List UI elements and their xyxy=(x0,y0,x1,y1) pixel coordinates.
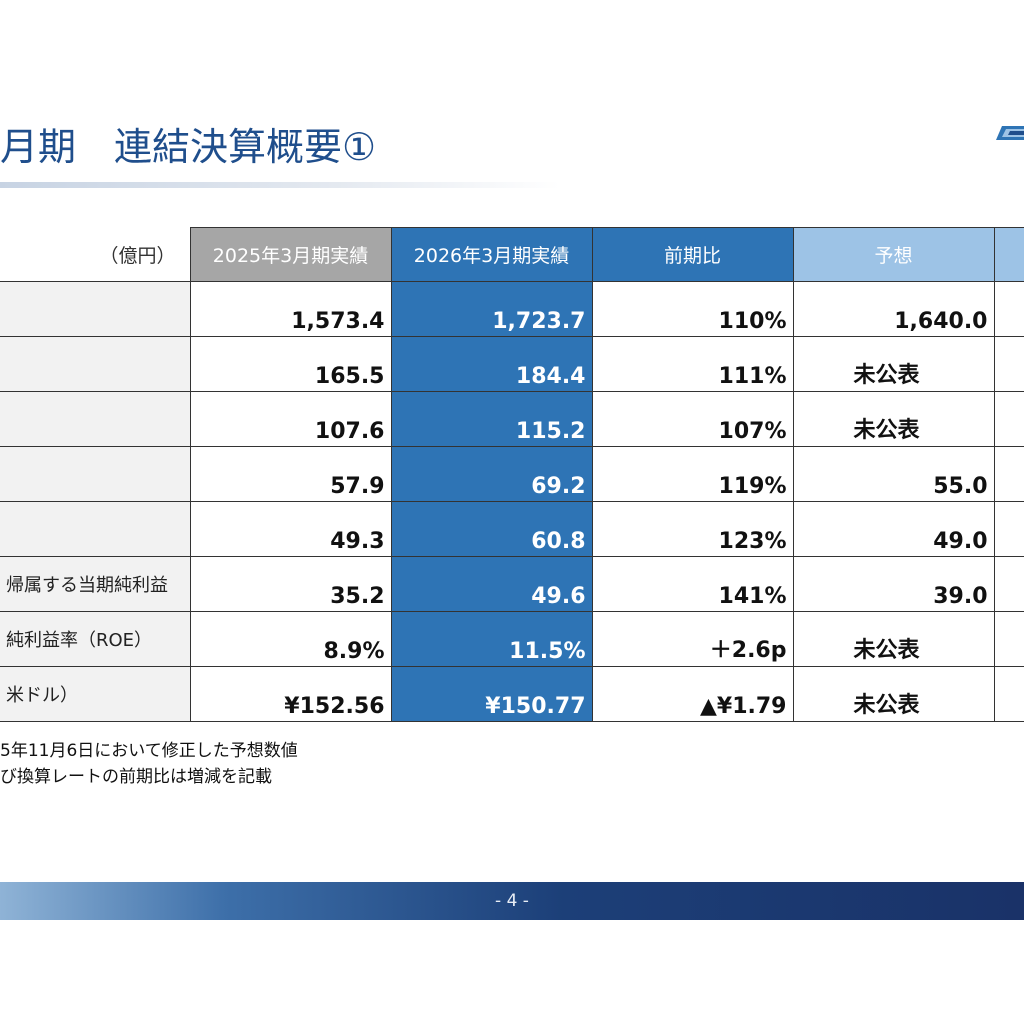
cell-curr: 49.6 xyxy=(390,556,593,612)
row-label xyxy=(0,446,191,502)
row-label: 純利益率（ROE） xyxy=(0,611,191,667)
cell-forecast: 55.0 xyxy=(792,446,995,502)
cell-prev: 49.3 xyxy=(189,501,392,557)
cell-forecast: 未公表 xyxy=(792,391,995,447)
table-row: 純利益率（ROE） 8.9% 11.5% ＋2.6p 未公表 xyxy=(0,611,1024,667)
table-row: 107.6 115.2 107% 未公表 xyxy=(0,391,1024,447)
cell-prev: 8.9% xyxy=(189,611,392,667)
header-forecast: 予想 xyxy=(792,227,995,282)
header-current-year: 2026年3月期実績 xyxy=(390,227,593,282)
cell-extra xyxy=(993,501,1024,557)
cell-yoy: 123% xyxy=(591,501,794,557)
cell-prev: 57.9 xyxy=(189,446,392,502)
page-title: 月期 連結決算概要① xyxy=(0,125,377,169)
table-row: 帰属する当期純利益 35.2 49.6 141% 39.0 xyxy=(0,556,1024,612)
cell-extra xyxy=(993,611,1024,667)
cell-curr: 11.5% xyxy=(390,611,593,667)
footnotes: 5年11月6日において修正した予想数値 び換算レートの前期比は増減を記載 xyxy=(0,738,298,790)
cell-forecast: 49.0 xyxy=(792,501,995,557)
cell-prev: 165.5 xyxy=(189,336,392,392)
row-label: 米ドル） xyxy=(0,666,191,722)
cell-yoy: 119% xyxy=(591,446,794,502)
header-prev-year: 2025年3月期実績 xyxy=(189,227,392,282)
cell-yoy: ▲¥1.79 xyxy=(591,666,794,722)
footnote: 5年11月6日において修正した予想数値 xyxy=(0,741,298,761)
cell-extra xyxy=(993,281,1024,337)
cell-curr: 115.2 xyxy=(390,391,593,447)
cell-yoy: 110% xyxy=(591,281,794,337)
row-label xyxy=(0,391,191,447)
cell-forecast: 39.0 xyxy=(792,556,995,612)
cell-extra xyxy=(993,336,1024,392)
cell-extra xyxy=(993,556,1024,612)
cell-forecast: 未公表 xyxy=(792,336,995,392)
row-label xyxy=(0,336,191,392)
cell-forecast: 1,640.0 xyxy=(792,281,995,337)
footer-bar xyxy=(0,882,1024,920)
row-label: 帰属する当期純利益 xyxy=(0,556,191,612)
header-yoy: 前期比 xyxy=(591,227,794,282)
cell-yoy: 141% xyxy=(591,556,794,612)
page-number: - 4 - xyxy=(495,891,529,911)
cell-yoy: ＋2.6p xyxy=(591,611,794,667)
unit-label: （億円） xyxy=(0,227,191,282)
cell-prev: 35.2 xyxy=(189,556,392,612)
cell-prev: ¥152.56 xyxy=(189,666,392,722)
cell-curr: 1,723.7 xyxy=(390,281,593,337)
financial-summary-table: （億円） 2025年3月期実績 2026年3月期実績 前期比 予想 1,573.… xyxy=(0,227,1024,722)
company-logo xyxy=(996,126,1024,140)
cell-prev: 107.6 xyxy=(189,391,392,447)
table-row: 49.3 60.8 123% 49.0 xyxy=(0,501,1024,557)
cell-prev: 1,573.4 xyxy=(189,281,392,337)
cell-yoy: 107% xyxy=(591,391,794,447)
footnote: び換算レートの前期比は増減を記載 xyxy=(0,767,272,787)
row-label xyxy=(0,501,191,557)
cell-forecast: 未公表 xyxy=(792,611,995,667)
cell-curr: 69.2 xyxy=(390,446,593,502)
table-row: 165.5 184.4 111% 未公表 xyxy=(0,336,1024,392)
cell-curr: ¥150.77 xyxy=(390,666,593,722)
table-row: 米ドル） ¥152.56 ¥150.77 ▲¥1.79 未公表 xyxy=(0,666,1024,722)
table-row: 57.9 69.2 119% 55.0 xyxy=(0,446,1024,502)
cell-extra xyxy=(993,666,1024,722)
cell-yoy: 111% xyxy=(591,336,794,392)
cell-forecast: 未公表 xyxy=(792,666,995,722)
title-underline xyxy=(0,182,560,188)
header-extra xyxy=(993,227,1024,282)
cell-extra xyxy=(993,391,1024,447)
table-row: 1,573.4 1,723.7 110% 1,640.0 xyxy=(0,281,1024,337)
cell-curr: 60.8 xyxy=(390,501,593,557)
table-header-row: （億円） 2025年3月期実績 2026年3月期実績 前期比 予想 xyxy=(0,227,1024,282)
row-label xyxy=(0,281,191,337)
cell-curr: 184.4 xyxy=(390,336,593,392)
cell-extra xyxy=(993,446,1024,502)
